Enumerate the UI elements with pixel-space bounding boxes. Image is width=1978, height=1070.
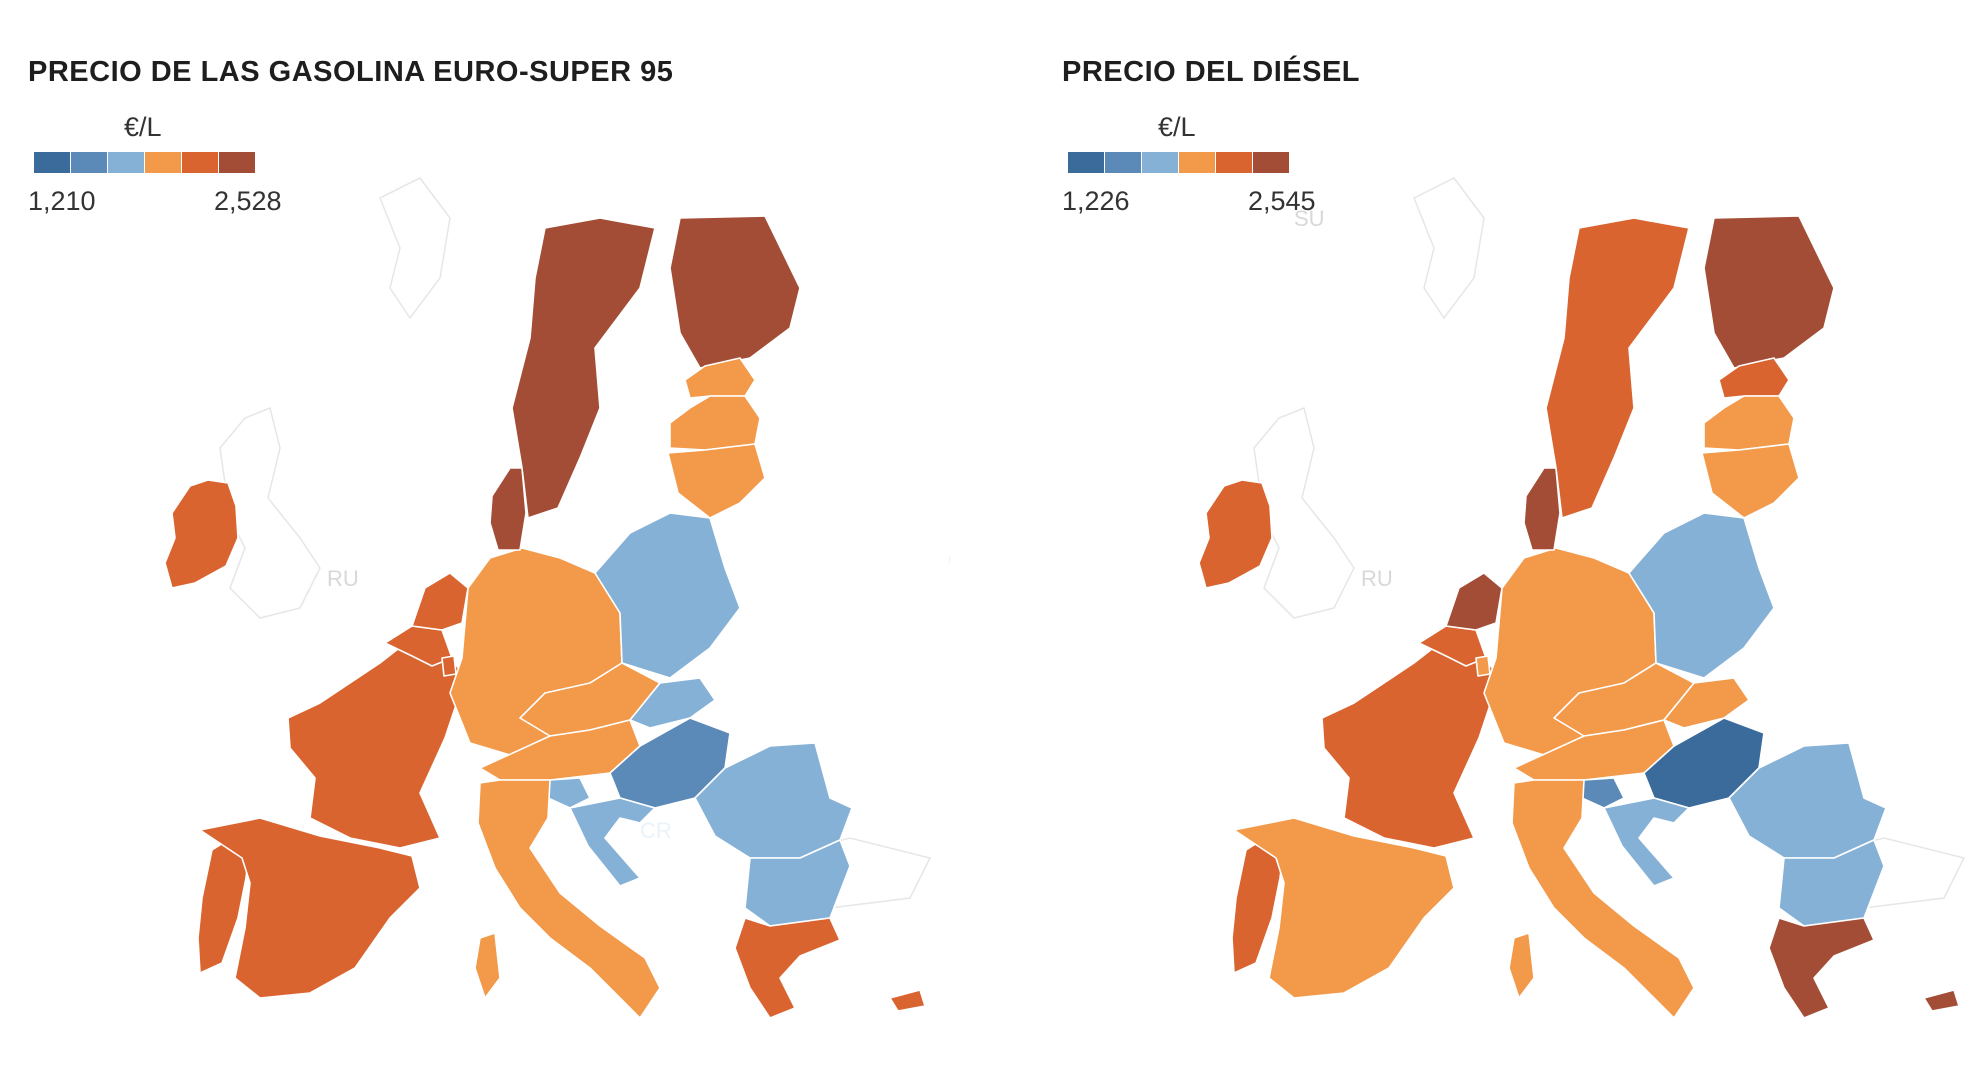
country-finland [1703, 215, 1835, 369]
country-finland [669, 215, 801, 369]
country-ireland [1198, 479, 1273, 589]
country-lithuania [667, 443, 766, 519]
scale-swatch-6 [1253, 152, 1289, 173]
country-greece [734, 917, 841, 1018]
country-poland [594, 512, 741, 679]
country-netherlands [1445, 572, 1503, 631]
scale-swatch-1 [34, 152, 70, 173]
country-france [1321, 637, 1500, 849]
country-estonia [1718, 357, 1790, 399]
scale-swatch-4 [1179, 152, 1215, 173]
country-slovakia [1663, 677, 1750, 729]
country-denmark [489, 467, 527, 551]
europe-map: RU CR [164, 177, 950, 1018]
scale-swatch-4 [145, 152, 181, 173]
legend-min-value: 1,210 [28, 186, 96, 216]
country-france [287, 637, 466, 849]
country-sweden [511, 217, 656, 519]
map-label-ru: RU [1361, 566, 1393, 591]
country-netherlands [411, 572, 469, 631]
scale-swatch-1 [1068, 152, 1104, 173]
country-italy [1511, 779, 1695, 1018]
legend-max-value: 2,545 [1248, 186, 1316, 216]
country-italy-sardinia [474, 932, 501, 999]
map-label-ru: RU [327, 566, 359, 591]
scale-swatch-3 [108, 152, 144, 173]
country-latvia [669, 395, 761, 451]
country-italy-sardinia [1508, 932, 1535, 999]
country-poland [1628, 512, 1775, 679]
country-ireland [164, 479, 239, 589]
scale-swatch-6 [219, 152, 255, 173]
scale-swatch-2 [71, 152, 107, 173]
scale-swatch-5 [182, 152, 218, 173]
scale-swatch-5 [1216, 152, 1252, 173]
map-label-hr: CR [640, 818, 672, 843]
country-estonia [684, 357, 756, 399]
country-slovenia [1581, 777, 1625, 809]
country-latvia [1703, 395, 1795, 451]
country-denmark [1523, 467, 1561, 551]
color-scale-legend [1068, 152, 1290, 173]
legend-max-value: 2,528 [214, 186, 282, 216]
map-label-su: SU [1294, 206, 1325, 231]
country-italy [477, 779, 661, 1018]
country-luxembourg [441, 655, 457, 677]
country-luxembourg [1475, 655, 1491, 677]
legend-unit: €/L [124, 112, 162, 142]
color-scale-legend [34, 152, 256, 173]
petrol-panel: PRECIO DE LAS GASOLINA EURO-SUPER 95 €/L… [28, 56, 950, 1018]
country-greece [1768, 917, 1875, 1018]
country-cyprus [889, 989, 926, 1012]
country-spain [199, 817, 421, 999]
panel-title: PRECIO DE LAS GASOLINA EURO-SUPER 95 [28, 56, 674, 88]
scale-swatch-3 [1142, 152, 1178, 173]
legend-min-value: 1,226 [1062, 186, 1130, 216]
diesel-panel: PRECIO DEL DIÉSEL €/L 1,226 2,545 [1034, 0, 1978, 1070]
legend-unit: €/L [1158, 112, 1196, 142]
country-bulgaria [744, 839, 851, 927]
country-romania [1728, 742, 1887, 859]
europe-map: RU SU [1198, 177, 1978, 1018]
country-slovenia [547, 777, 591, 809]
panel-title: PRECIO DEL DIÉSEL [1062, 56, 1361, 88]
country-slovakia [629, 677, 716, 729]
country-romania [694, 742, 853, 859]
scale-swatch-2 [1105, 152, 1141, 173]
country-cyprus [1923, 989, 1960, 1012]
country-sweden [1545, 217, 1690, 519]
country-spain [1233, 817, 1455, 999]
country-croatia [569, 797, 656, 887]
country-croatia [1603, 797, 1690, 887]
country-lithuania [1701, 443, 1800, 519]
country-bulgaria [1778, 839, 1885, 927]
